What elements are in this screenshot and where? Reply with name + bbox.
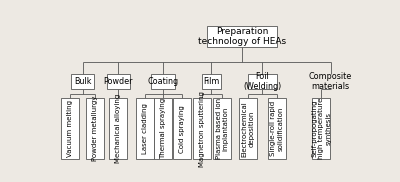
Text: Plasma based ion
implantation: Plasma based ion implantation: [216, 98, 228, 159]
Text: Coating: Coating: [148, 77, 179, 86]
Text: Mechanical alloying: Mechanical alloying: [115, 94, 121, 163]
Text: Preparation
technology of HEAs: Preparation technology of HEAs: [198, 27, 286, 46]
FancyBboxPatch shape: [71, 74, 94, 89]
Text: Powder metallurgy: Powder metallurgy: [92, 96, 98, 161]
FancyBboxPatch shape: [268, 98, 286, 159]
FancyBboxPatch shape: [173, 98, 191, 159]
FancyBboxPatch shape: [136, 98, 154, 159]
FancyBboxPatch shape: [239, 98, 257, 159]
FancyBboxPatch shape: [154, 98, 172, 159]
FancyBboxPatch shape: [109, 98, 127, 159]
Text: Electrochemical
deposition: Electrochemical deposition: [241, 101, 254, 157]
FancyBboxPatch shape: [213, 98, 231, 159]
Text: Laser cladding: Laser cladding: [142, 103, 148, 154]
FancyBboxPatch shape: [202, 74, 220, 89]
FancyBboxPatch shape: [193, 98, 211, 159]
Text: Film: Film: [203, 77, 219, 86]
FancyBboxPatch shape: [151, 74, 175, 89]
FancyBboxPatch shape: [207, 26, 277, 48]
FancyBboxPatch shape: [312, 98, 330, 159]
Text: Bulk: Bulk: [74, 77, 91, 86]
FancyBboxPatch shape: [86, 98, 104, 159]
Text: Self-propogating
high temperature
synthesis: Self-propogating high temperature synthe…: [311, 98, 331, 159]
Text: Composite
materials: Composite materials: [309, 72, 352, 91]
Text: Foil
(Welding): Foil (Welding): [243, 72, 282, 91]
Text: Magnetron sputtering: Magnetron sputtering: [199, 91, 205, 167]
Text: Single-roll rapid
solidification: Single-roll rapid solidification: [270, 101, 284, 156]
FancyBboxPatch shape: [248, 74, 277, 89]
FancyBboxPatch shape: [106, 74, 130, 89]
Text: Vacuum melting: Vacuum melting: [67, 100, 73, 157]
Text: Powder: Powder: [104, 77, 133, 86]
FancyBboxPatch shape: [61, 98, 79, 159]
Text: Cold spraying: Cold spraying: [179, 105, 185, 153]
Text: Thermal spraying: Thermal spraying: [160, 98, 166, 159]
